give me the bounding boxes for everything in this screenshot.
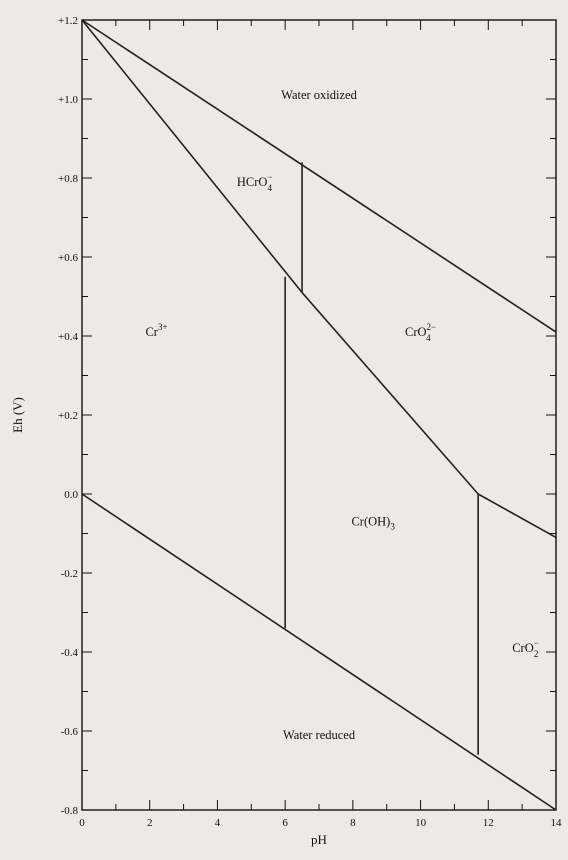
y-tick-label: +0.6: [58, 252, 78, 264]
y-tick-label: +1.0: [58, 94, 78, 106]
y-tick-label: +0.2: [58, 410, 78, 422]
region-label-water-reduced: Water reduced: [283, 728, 356, 742]
tick-marks: [81, 19, 557, 811]
x-tick-label: 4: [215, 817, 221, 829]
x-tick-label: 8: [350, 817, 356, 829]
x-tick-label: 12: [483, 817, 494, 829]
x-tick-label: 0: [79, 817, 85, 829]
region-labels: Water oxidized HCrO− 4 Cr3+ CrO2− 4 Cr(OH)3 CrO…: [145, 88, 538, 742]
boundary-lines: [81, 19, 557, 811]
x-tick-label: 14: [551, 817, 563, 829]
y-tick-label: +0.8: [58, 173, 78, 185]
region-label-cro4: CrO2− 4: [405, 322, 436, 343]
cr3-croh3-upper-line: [301, 292, 479, 495]
x-tick-label: 10: [415, 817, 427, 829]
y-tick-label: +1.2: [58, 15, 78, 27]
region-label-water-oxidized: Water oxidized: [281, 88, 357, 102]
water-reduced-line: [81, 493, 557, 811]
x-tick-label: 2: [147, 817, 153, 829]
y-tick-label: -0.8: [61, 805, 79, 817]
y-tick-label: -0.6: [61, 726, 79, 738]
water-oxidized-line: [81, 19, 557, 333]
y-tick-label: -0.4: [61, 647, 79, 659]
tick-labels: 0 2 4 6 8 10 12 14 +1.2 +1.0 +0.8 +0.6 +0.4 +0.2 0.0 -0…: [58, 15, 562, 829]
y-tick-label: -0.2: [61, 568, 78, 580]
region-label-cr3: Cr3+: [145, 322, 167, 339]
region-label-cro2: CrO− 2: [512, 638, 539, 659]
cr3-hcro4-line: [81, 19, 303, 294]
y-tick-label: 0.0: [64, 489, 78, 501]
y-tick-label: +0.4: [58, 331, 78, 343]
region-label-croh3: Cr(OH)3: [351, 515, 395, 532]
croh3-cro2-lower-line: [477, 493, 557, 539]
plot-frame: [81, 19, 557, 811]
y-axis-title: Eh (V): [10, 397, 25, 433]
x-tick-label: 6: [282, 817, 288, 829]
region-label-hcro4: HCrO− 4: [237, 172, 273, 193]
x-axis-title: pH: [311, 832, 327, 847]
